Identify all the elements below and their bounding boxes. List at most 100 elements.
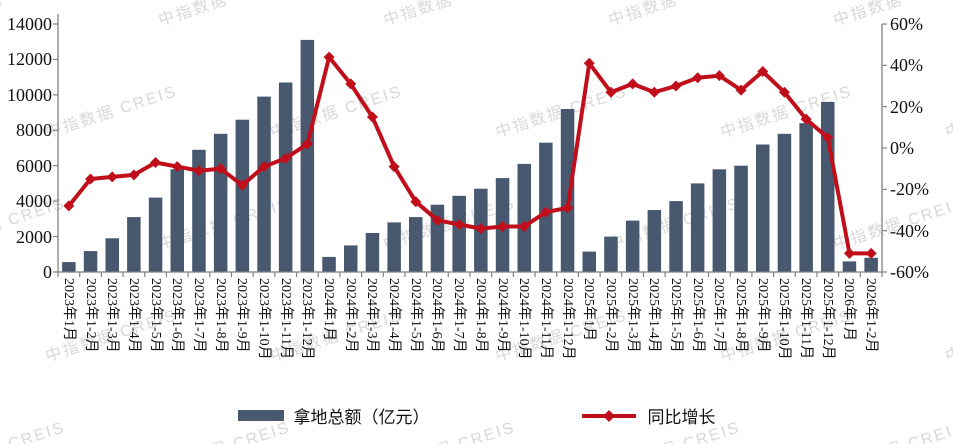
line-marker-diamond [345,78,357,90]
x-axis-tick-label: 2024年1月 [321,278,337,341]
line-marker-diamond [410,196,422,208]
line-marker-diamond [258,161,270,173]
right-axis-tick-label: 20% [890,96,923,117]
x-axis-tick-label: 2026年1-2月 [863,278,879,353]
line-marker-diamond [106,171,118,183]
legend-bar-swatch-icon [237,410,284,421]
x-axis-tick-label: 2025年1-8月 [733,278,749,353]
bar [322,256,336,272]
x-axis-tick-label: 2023年1-3月 [104,278,120,353]
right-axis-tick-label: 60% [890,14,923,34]
bar [712,169,727,272]
x-axis-tick-label: 2023年1-4月 [125,278,141,353]
bar [257,96,271,272]
bar [127,217,141,272]
line-marker-diamond [150,156,162,168]
left-axis-tick-label: 0 [43,262,52,282]
line-marker-diamond [453,218,465,230]
left-axis-tick-label: 12000 [7,49,52,70]
x-axis-tick-label: 2024年1-2月 [342,278,358,353]
left-axis-tick-label: 8000 [16,120,52,141]
x-axis-tick-label: 2025年1-11月 [798,278,814,360]
x-axis-tick-label: 2025年1-5月 [668,278,683,353]
right-axis-tick-label: -40% [890,220,929,241]
line-marker-diamond [605,86,617,98]
x-axis-tick-label: 2025年1-4月 [646,278,662,353]
bar [148,197,163,272]
line-marker-diamond [128,169,140,181]
legend-line-diamond [602,409,615,422]
legend-bar-label: 拿地总额（亿元） [293,408,430,427]
line-marker-diamond [431,214,443,226]
yoy-growth-line [66,55,874,256]
bar [213,133,228,272]
right-axis-tick-label: -60% [890,262,929,282]
x-axis-tick-label: 2024年1-6月 [429,278,445,353]
line-marker-diamond [63,200,75,212]
line-marker-diamond [540,206,552,218]
right-axis-tick-label: -20% [890,179,929,200]
x-axis-tick-label: 2024年1-12月 [559,278,575,360]
line-marker-diamond [627,78,639,90]
x-axis-tick-label: 2023年1-6月 [169,278,185,353]
x-axis-tick-label: 2023年1-11月 [277,278,293,360]
x-axis-tick-label: 2024年1-7月 [451,278,467,353]
bar [170,169,184,272]
x-axis-tick-label: 2023年1-7月 [190,278,206,353]
x-axis-tick-label: 2025年1-6月 [689,278,705,353]
bar [192,149,206,272]
x-axis-tick-label: 2023年1月 [60,278,76,341]
bar [756,144,770,272]
x-axis-tick-label: 2024年1-11月 [537,278,553,360]
bar [582,251,596,272]
x-axis-tick-label: 2025年1-3月 [624,278,640,353]
x-axis-tick-label: 2023年1-2月 [82,278,98,353]
bar [604,236,618,272]
legend-item-line-series: 同比增长 [580,403,716,428]
line-marker-diamond [366,111,378,123]
bar [452,195,466,272]
bar [647,210,662,272]
x-axis-tick-label: 2023年1-10月 [256,278,271,360]
legend-item-bar-series: 拿地总额（亿元） [237,403,430,428]
bar [409,217,423,272]
legend: 拿地总额（亿元） 同比增长 [0,403,953,428]
bar [864,257,878,272]
line-marker-diamond [822,132,834,144]
line-marker-diamond [323,51,335,63]
line-marker-diamond [843,247,855,259]
bar [734,165,748,272]
line-marker-diamond [865,247,877,259]
right-axis-tick-label: 0% [890,138,914,158]
left-axis-tick-label: 10000 [7,84,52,105]
bar [344,245,358,272]
x-axis-tick-label: 2023年1-12月 [299,278,315,360]
legend-line-swatch-icon [581,409,636,422]
bar [799,123,813,272]
x-axis-tick-label: 2024年1-8月 [472,278,488,353]
x-axis-tick-label: 2025年1-12月 [819,278,835,360]
x-axis-tick-label: 2025年1-7月 [711,278,727,353]
line-marker-diamond [388,161,400,173]
legend-line-label: 同比增长 [647,408,716,427]
line-marker-diamond [583,57,595,69]
line-marker-diamond [757,66,769,78]
line-marker-diamond [497,221,509,233]
bar [690,183,705,272]
x-axis-tick-label: 2024年1-10月 [516,278,532,360]
bar [821,101,835,273]
line-marker-diamond [692,72,704,84]
bar [842,261,857,272]
x-axis-tick-label: 2025年1-9月 [754,278,770,353]
line-marker-diamond [193,165,205,177]
left-axis-tick-label: 2000 [16,226,52,247]
bar [83,251,98,272]
line-marker-diamond [735,84,747,96]
bar [62,262,76,272]
x-axis-tick-label: 2023年1-9月 [234,278,250,353]
x-axis-tick-label: 2025年1-2月 [602,278,618,353]
line-marker-diamond [518,221,530,233]
bar [387,222,401,272]
